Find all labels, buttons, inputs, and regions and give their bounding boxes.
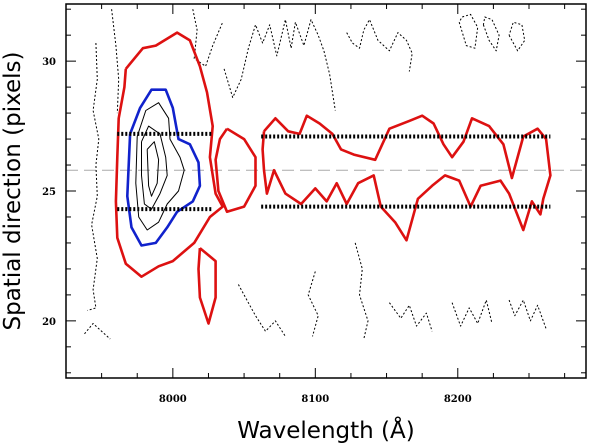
negative-contour-14 [482, 16, 500, 52]
negative-contour-9 [111, 9, 120, 114]
x-tick-label: 8000 [159, 394, 187, 405]
y-tick-label: 20 [42, 317, 56, 328]
negative-contour-15 [508, 21, 526, 52]
y-tick-label: 25 [42, 187, 56, 198]
core-contour-6 [141, 125, 168, 210]
aperture-lines-group [117, 131, 551, 212]
x-tick-label: 8100 [301, 394, 329, 405]
outer-contour-0 [114, 31, 224, 279]
contour-group [84, 9, 552, 340]
negative-contour-13 [458, 13, 479, 49]
negative-contour-16 [354, 242, 369, 340]
x-tick-label: 8200 [444, 394, 472, 405]
negative-contour-12 [346, 19, 413, 72]
core-contour-7 [146, 141, 160, 197]
core-contour-5 [135, 102, 185, 231]
negative-contour-18 [237, 284, 286, 337]
outer-contour-2 [197, 247, 217, 325]
negative-contour-20 [451, 299, 493, 327]
outer-contour-3 [261, 114, 552, 242]
negative-contour-17 [307, 271, 319, 337]
y-axis-title: Spatial direction (pixels) [0, 52, 26, 331]
x-axis-ticks: 8000 8100 8200 [101, 4, 566, 405]
negative-contour-11 [223, 19, 336, 111]
negative-contour-21 [508, 299, 547, 329]
negative-contour-8 [87, 42, 100, 311]
y-axis-ticks: 30 25 20 [42, 8, 586, 374]
negative-contour-19 [388, 302, 433, 332]
inner-contour-4 [126, 88, 202, 247]
outer-contour-1 [214, 127, 257, 214]
negative-contour-22 [84, 323, 111, 340]
negative-contour-10 [192, 9, 224, 67]
x-axis-title: Wavelength (Å) [237, 416, 414, 444]
y-tick-label: 30 [42, 57, 56, 68]
